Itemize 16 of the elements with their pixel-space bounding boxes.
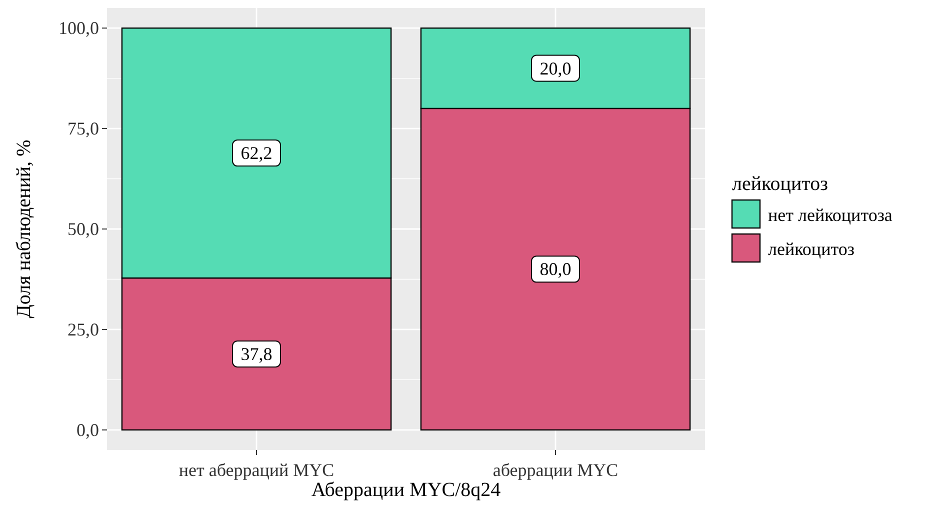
y-tick-label: 0,0 <box>76 420 99 440</box>
data-label: 37,8 <box>240 344 272 364</box>
x-axis-title: Аберрации MYC/8q24 <box>311 479 501 501</box>
data-label: 62,2 <box>240 143 272 164</box>
y-tick-label: 100,0 <box>58 18 99 38</box>
legend-label: лейкоцитоз <box>768 239 854 259</box>
y-tick-label: 50,0 <box>68 219 99 239</box>
legend-label: нет лейкоцитоза <box>768 205 892 225</box>
y-tick-label: 75,0 <box>68 118 99 139</box>
x-tick-label: аберрации MYC <box>492 460 618 480</box>
x-tick-label: нет аберраций MYC <box>178 460 334 480</box>
y-axis-title: Доля наблюдений, % <box>13 140 35 318</box>
legend-title: лейкоцитоз <box>732 173 828 195</box>
y-tick-label: 25,0 <box>68 319 99 340</box>
data-label: 80,0 <box>540 259 572 280</box>
data-label: 20,0 <box>540 58 572 78</box>
